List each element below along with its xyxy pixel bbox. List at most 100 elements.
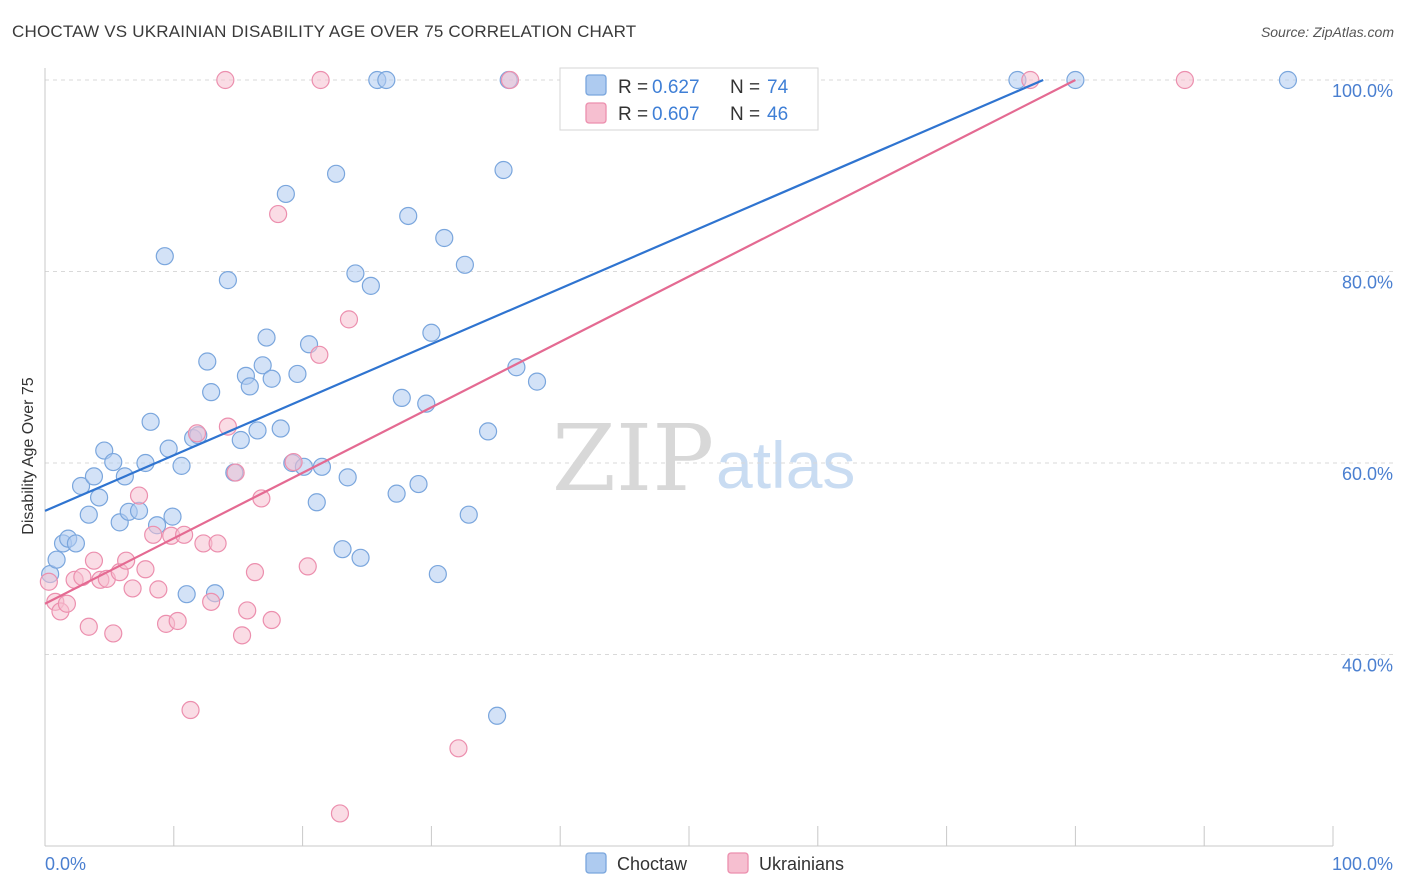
choctaw-point <box>141 412 160 431</box>
ukrainian-point <box>216 70 235 90</box>
ukrainian-point <box>449 739 468 758</box>
legend-r-value-choctaw: 0.627 <box>652 77 700 98</box>
ukrainian-point <box>168 611 187 631</box>
ukrainian-point <box>181 700 200 720</box>
choctaw-point <box>84 467 104 486</box>
choctaw-point <box>338 468 357 487</box>
choctaw-point <box>89 488 109 507</box>
y-tick-labels: 40.0% 60.0% 80.0% 100.0% <box>1332 81 1393 676</box>
ukrainian-point <box>311 70 330 90</box>
choctaw-point <box>307 493 326 512</box>
choctaw-point <box>459 505 478 524</box>
choctaw-point <box>231 430 250 450</box>
choctaw-point <box>262 369 281 388</box>
x-axis-ticks <box>44 826 1334 846</box>
legend-n-label-ukrainian: N = <box>730 104 760 125</box>
ukrainian-point <box>339 310 359 329</box>
y-axis-title: Disability Age Over 75 <box>20 377 37 535</box>
choctaw-point <box>478 422 498 441</box>
choctaw-point <box>129 501 149 520</box>
bottom-legend-label-ukrainian: Ukrainians <box>759 854 844 874</box>
choctaw-point <box>276 184 295 204</box>
choctaw-point <box>163 507 182 526</box>
ukrainian-point <box>39 572 58 591</box>
legend-swatch-ukrainian <box>585 102 607 124</box>
choctaw-point <box>257 328 276 347</box>
choctaw-point <box>333 540 352 559</box>
legend-n-label-choctaw: N = <box>730 77 760 98</box>
ukrainian-point <box>187 424 207 443</box>
ukrainian-point <box>284 452 303 472</box>
choctaw-point <box>218 271 237 290</box>
choctaw-point <box>172 456 191 475</box>
y-tick-label: 80.0% <box>1342 273 1393 293</box>
ukrainian-point <box>57 594 76 613</box>
ukrainian-point <box>202 592 221 611</box>
choctaw-point <box>487 706 507 725</box>
choctaw-point <box>47 550 66 569</box>
ukrainian-point <box>129 486 149 505</box>
choctaw-point <box>326 164 346 183</box>
ukrainian-point <box>123 579 142 598</box>
choctaw-point <box>346 264 365 283</box>
stats-legend: R = 0.627 N = 74 R = 0.607 N = 46 <box>559 67 819 131</box>
choctaw-trend-line <box>44 78 1044 512</box>
data-points <box>39 70 1298 823</box>
source-credit: Source: ZipAtlas.com <box>1260 24 1394 40</box>
ukrainian-point <box>298 557 317 576</box>
choctaw-point <box>428 564 447 584</box>
choctaw-point <box>79 505 98 524</box>
trend-lines <box>44 78 1076 605</box>
choctaw-point <box>435 228 454 248</box>
choctaw-point <box>288 364 307 384</box>
ukrainian-point <box>79 617 98 636</box>
y-tick-label: 60.0% <box>1342 464 1393 484</box>
choctaw-point <box>409 474 428 494</box>
legend-n-value-ukrainian: 46 <box>767 104 788 125</box>
ukrainian-point <box>269 204 288 224</box>
series-legend: Choctaw Ukrainians <box>585 852 844 874</box>
legend-swatch-choctaw <box>585 74 607 96</box>
ukrainian-trend-line <box>44 79 1076 605</box>
choctaw-point <box>422 323 441 342</box>
ukrainian-point <box>310 345 329 364</box>
legend-r-value-ukrainian: 0.607 <box>652 104 700 125</box>
choctaw-point <box>248 421 267 440</box>
ukrainian-point <box>245 563 265 582</box>
ukrainian-point <box>1175 70 1194 90</box>
choctaw-point <box>240 377 259 396</box>
choctaw-point <box>351 548 370 567</box>
choctaw-point <box>399 206 418 226</box>
choctaw-point <box>377 70 396 90</box>
ukrainian-point <box>226 463 245 482</box>
choctaw-point <box>271 419 290 438</box>
choctaw-point <box>104 452 123 472</box>
ukrainian-point <box>149 580 168 599</box>
choctaw-point <box>66 534 86 553</box>
choctaw-point <box>392 388 411 407</box>
choctaw-point <box>202 383 221 402</box>
ukrainian-point <box>84 551 104 570</box>
ukrainian-point <box>500 70 520 90</box>
choctaw-point <box>527 372 547 391</box>
choctaw-point <box>1278 70 1298 90</box>
watermark-atlas: atlas <box>716 428 855 502</box>
choctaw-point <box>494 160 513 180</box>
y-tick-label: 40.0% <box>1342 656 1393 676</box>
ukrainian-point <box>136 560 155 579</box>
bottom-legend-swatch-ukrainian <box>727 852 749 874</box>
legend-n-value-choctaw: 74 <box>767 77 789 98</box>
choctaw-point <box>455 255 474 274</box>
ukrainian-point <box>262 610 281 630</box>
choctaw-point <box>387 484 406 503</box>
chart-title: CHOCTAW VS UKRAINIAN DISABILITY AGE OVER… <box>12 22 637 41</box>
ukrainian-point <box>104 624 123 643</box>
bottom-legend-swatch-choctaw <box>585 852 607 874</box>
ukrainian-point <box>252 489 271 508</box>
ukrainian-point <box>144 525 163 544</box>
x-tick-label-max: 100.0% <box>1332 854 1393 874</box>
ukrainian-point <box>238 601 257 620</box>
ukrainian-point <box>232 626 252 645</box>
choctaw-point <box>155 247 174 266</box>
